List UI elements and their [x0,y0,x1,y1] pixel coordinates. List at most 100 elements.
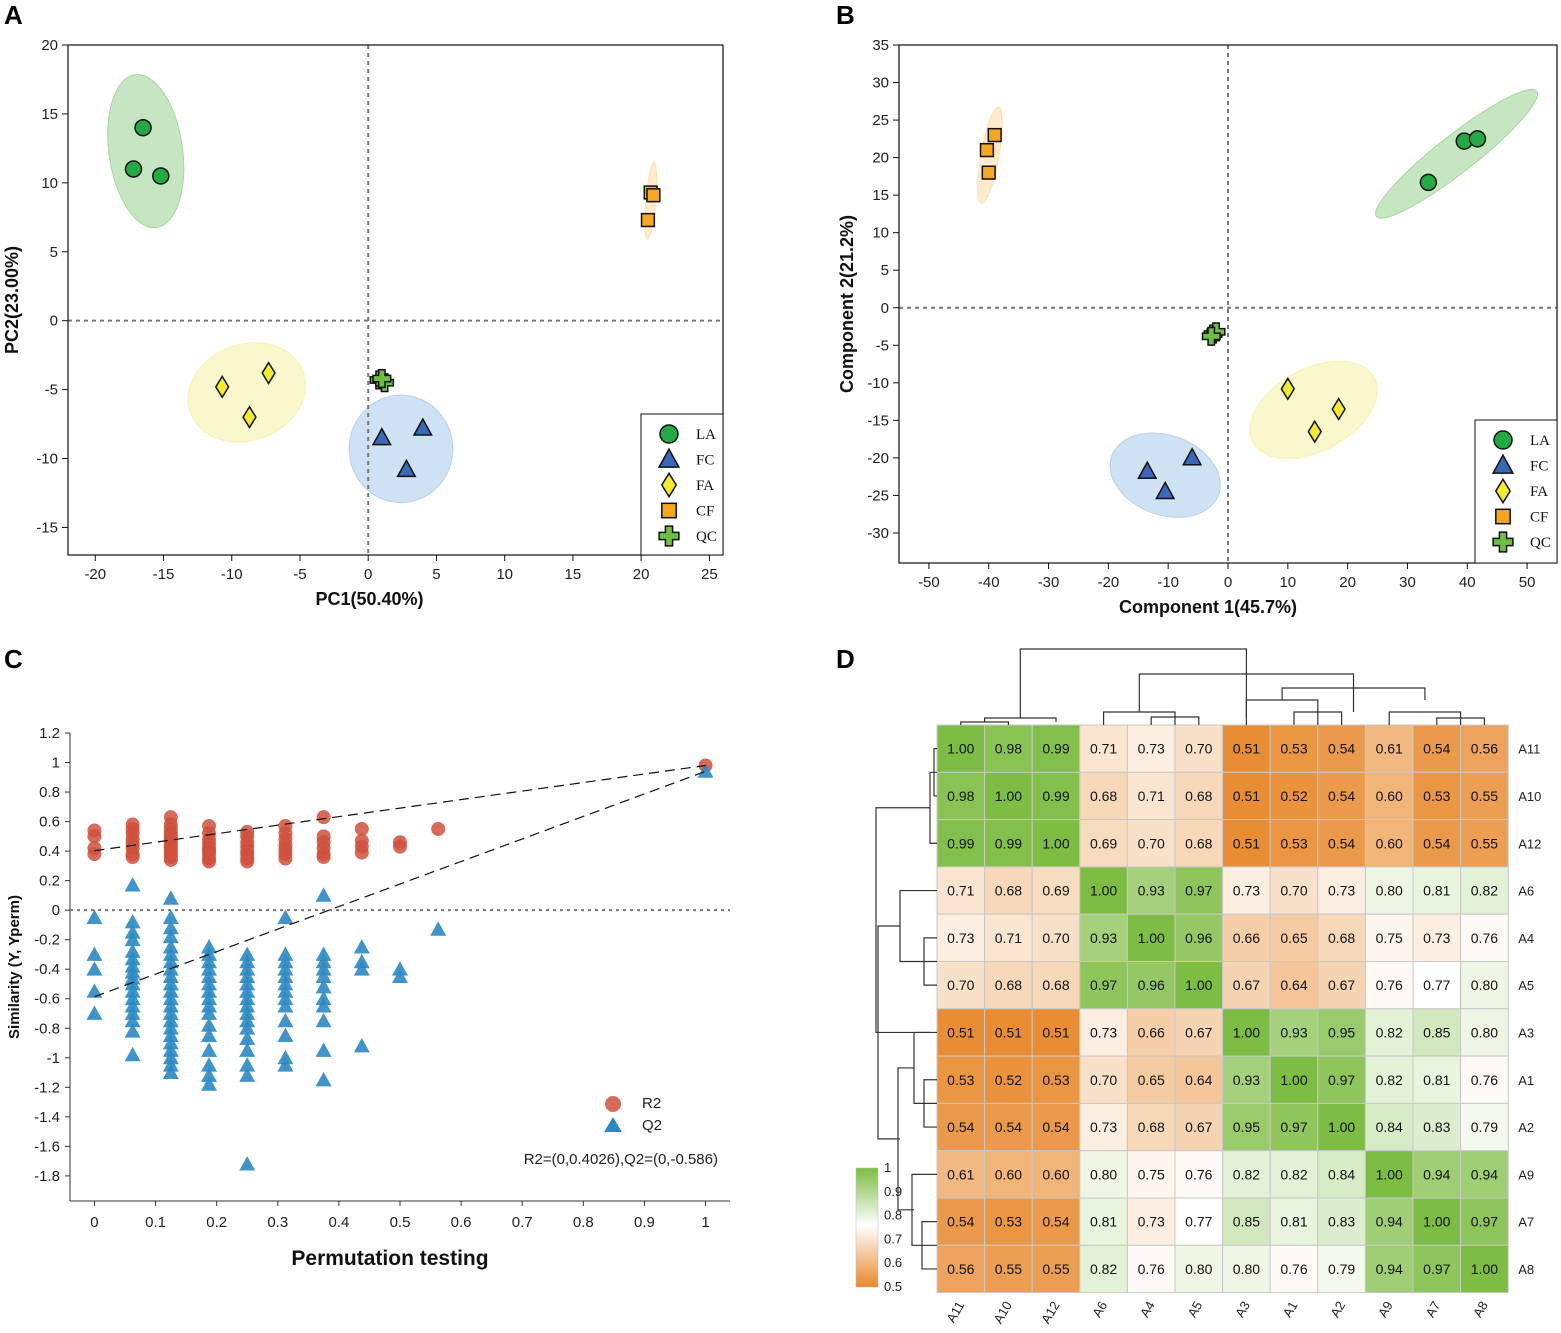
heatmap-cell-value: 1.00 [1471,1261,1498,1277]
legend-label-qc: QC [1530,535,1551,551]
q2-point [315,946,332,961]
heatmap-cell-value: 1.00 [1185,977,1212,993]
q2-point [239,998,256,1013]
heatmap-cell [1126,1244,1176,1294]
regression-annotation: R2=(0,0.4026),Q2=(0,-0.586) [524,1151,718,1168]
x-tick-label: -40 [978,574,1000,591]
x-tick-label: 0.3 [267,1214,288,1231]
q2-point [239,983,256,998]
q2-point [239,1020,256,1035]
heatmap-cell-value: 0.80 [1471,977,1498,993]
r2-point [163,852,178,867]
legend-marker-qc [1492,531,1514,553]
q2-point [353,961,370,976]
heatmap-cell-value: 0.61 [1376,741,1403,757]
heatmap-cell-value: 0.76 [1376,977,1403,993]
heatmap-cell-value: 1.00 [995,788,1022,804]
heatmap-col-label: A7 [1422,1299,1443,1320]
heatmap-cell [1269,771,1319,821]
heatmap-cell-value: 0.51 [1233,835,1260,851]
x-tick-label: 25 [701,566,718,583]
heatmap-row-label: A6 [1518,884,1534,899]
heatmap-cell-value: 0.76 [1138,1261,1165,1277]
y-tick-label: 0 [50,313,58,330]
heatmap-cell-value: 0.73 [1138,741,1165,757]
data-point-la [124,160,143,178]
row-dendrogram-branch [911,1173,937,1246]
heatmap-row-label: A7 [1518,1215,1534,1230]
y-axis-title: Component 2(21.2%) [837,215,857,393]
q2-point [201,1027,218,1043]
heatmap-cell-value: 0.67 [1328,977,1355,993]
heatmap-cell-value: 0.73 [1090,1024,1117,1040]
heatmap-row-label: A5 [1518,978,1534,993]
data-point-fc [371,427,392,446]
colorbar-tick-label: 0.6 [884,1255,902,1270]
heatmap-cell-value: 0.73 [1138,1214,1165,1230]
heatmap-cell-value: 0.54 [1328,835,1355,851]
confidence-ellipse-la [107,74,185,229]
q2-point [353,939,370,954]
q2-point [124,983,141,998]
heatmap-cell-value: 0.68 [1185,835,1212,851]
heatmap-cell-value: 0.51 [1233,741,1260,757]
heatmap-cell-value: 0.73 [1233,883,1260,899]
x-axis-title: PC1(50.40%) [315,589,423,609]
data-point-cf [981,165,996,180]
heatmap-cell [1460,913,1509,963]
q2-point [201,1076,218,1091]
heatmap-cell [1460,771,1509,821]
heatmap-cell-value: 0.95 [1328,1024,1355,1040]
heatmap-col-label: A8 [1470,1299,1491,1320]
heatmap-cell [1269,913,1319,963]
heatmap-cell-value: 0.79 [1328,1261,1355,1277]
y-tick-label: -0.8 [34,1020,60,1037]
heatmap-cell [1460,1008,1509,1057]
heatmap-cell-value: 0.96 [1185,930,1212,946]
q2-point [277,909,294,924]
x-tick-label: 10 [496,566,513,583]
heatmap-cell-value: 1.00 [947,741,974,757]
legend-label-r2: R2 [642,1095,661,1112]
q2-point [124,1046,141,1062]
heatmap-row-label: A12 [1518,836,1541,851]
q2-point [315,887,332,902]
heatmap-cell-value: 0.64 [1185,1072,1212,1088]
heatmap-row-label: A8 [1518,1262,1534,1277]
heatmap-cell-value: 0.53 [1423,788,1450,804]
heatmap-cell [1460,1150,1509,1199]
heatmap-cell-value: 1.00 [1328,1119,1355,1135]
heatmap-cell [1460,1055,1509,1104]
heatmap-cell-value: 0.65 [1280,930,1307,946]
y-tick-label: 0.8 [39,784,60,801]
q2-point [239,1012,256,1028]
q2-point [201,1057,218,1072]
y-tick-label: 20 [872,150,889,167]
heatmap-cell [1412,866,1462,915]
heatmap-cell-value: 0.81 [1280,1214,1307,1230]
heatmap-cell-value: 0.82 [1376,1024,1403,1040]
y-tick-label: 30 [872,75,889,92]
heatmap-cell-value: 1.00 [1042,835,1069,851]
legend-label-qc: QC [696,529,717,545]
q2-point [315,968,332,983]
heatmap-cell-value: 0.67 [1185,1119,1212,1135]
heatmap-cell [1031,1150,1081,1199]
legend-marker-r2 [605,1096,621,1112]
q2-point [239,961,256,976]
q2-point [162,998,179,1013]
x-tick-label: 0.8 [573,1214,594,1231]
heatmap-cell-value: 0.53 [1280,835,1307,851]
y-tick-label: 0.4 [39,843,60,860]
heatmap-cell-value: 0.71 [947,883,974,899]
heatmap-cell-value: 0.76 [1471,1072,1498,1088]
heatmap-cell-value: 0.97 [1280,1119,1307,1135]
heatmap-cell-value: 0.56 [1471,741,1498,757]
q2-point [124,913,141,929]
heatmap-cell-value: 0.96 [1138,977,1165,993]
heatmap-cell-value: 0.54 [1423,741,1450,757]
heatmap-row-label: A11 [1518,742,1540,757]
heatmap-col-label: A3 [1232,1299,1253,1320]
y-axis-title: PC2(23.00%) [2,246,22,354]
y-axis-title: Similarity (Y, Yperm) [6,895,23,1039]
